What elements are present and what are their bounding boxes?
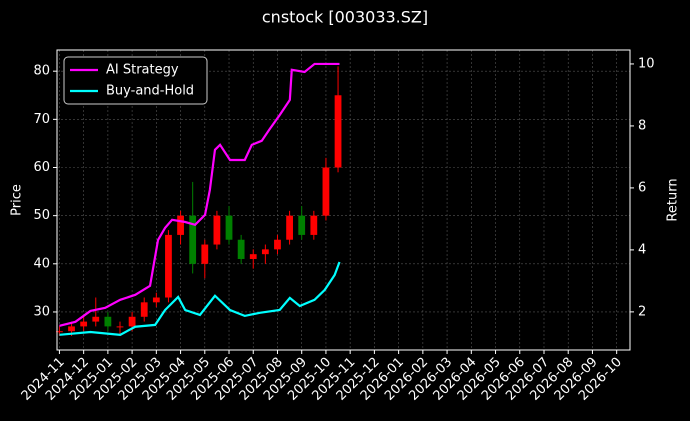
candle-body	[140, 302, 148, 317]
candle-body	[249, 254, 257, 259]
line-series	[59, 261, 341, 336]
y-tick-label: 80	[33, 64, 50, 79]
candle-body	[116, 326, 124, 328]
legend-label: Buy-and-Hold	[106, 84, 194, 99]
candle-body	[165, 234, 172, 298]
candle-body	[80, 321, 88, 327]
y2-tick-label: 6	[638, 180, 646, 195]
y2-axis-label: Return	[666, 178, 681, 221]
candle-body	[56, 331, 63, 333]
y-axis-label: Price	[10, 184, 25, 216]
candle-body	[298, 215, 306, 235]
candle-body	[261, 249, 269, 255]
candle-body	[104, 316, 112, 327]
legend-label: AI Strategy	[106, 63, 179, 78]
candle-body	[152, 297, 160, 303]
y-tick-label: 40	[33, 256, 50, 271]
candle-body	[189, 215, 197, 264]
candle-body	[68, 326, 75, 332]
y2-tick-label: 10	[638, 56, 655, 71]
candle-body	[310, 215, 318, 235]
candle-body	[286, 215, 293, 240]
candle-body	[334, 95, 342, 168]
candle-body	[201, 244, 209, 264]
line-series	[59, 62, 340, 327]
candle-body	[237, 239, 245, 259]
legend-box	[63, 56, 208, 105]
chart-title: cnstock [003033.SZ]	[262, 8, 428, 27]
y2-tick-label: 8	[638, 118, 646, 133]
y-tick-label: 30	[33, 304, 50, 319]
y-tick-label: 70	[33, 112, 50, 127]
candle-body	[322, 167, 330, 216]
y-tick-label: 60	[33, 160, 50, 175]
candle-body	[274, 239, 281, 250]
y-tick-label: 50	[33, 208, 50, 223]
candle-body	[213, 215, 221, 245]
candle-body	[128, 316, 136, 327]
y2-tick-label: 4	[638, 242, 646, 257]
candle-body	[177, 215, 184, 235]
candle-body	[92, 316, 100, 322]
candle-body	[225, 215, 233, 240]
plot-frame	[56, 49, 631, 351]
y2-tick-label: 2	[638, 304, 646, 319]
